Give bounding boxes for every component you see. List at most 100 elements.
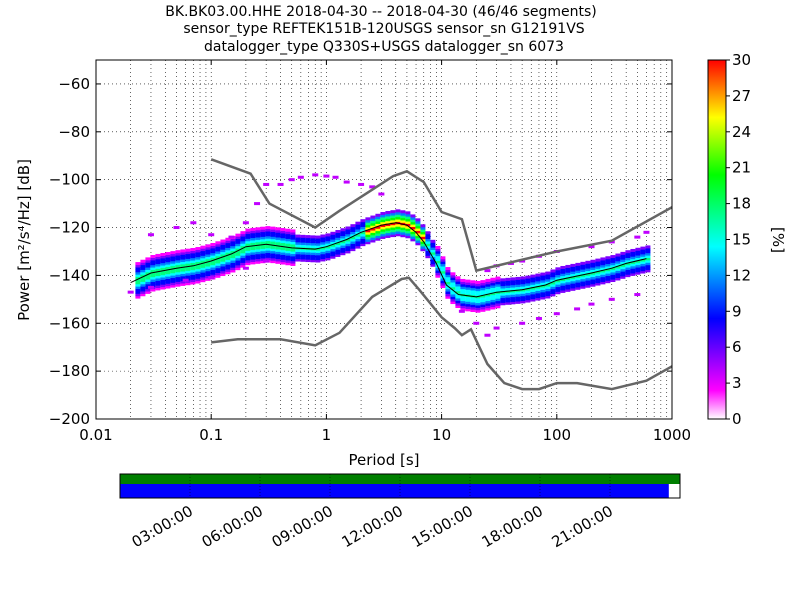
heatmap-cell (480, 301, 486, 305)
heatmap-cell (285, 252, 291, 256)
heatmap-cell (260, 253, 266, 257)
heatmap-cell (560, 273, 566, 277)
heatmap-cell (175, 250, 181, 254)
heatmap-cell (495, 298, 501, 302)
heatmap-cell (640, 246, 646, 250)
heatmap-cell (195, 247, 201, 251)
heatmap-cell (550, 293, 556, 297)
heatmap-cell (640, 256, 646, 260)
heatmap-cell (515, 284, 521, 288)
heatmap-cell (305, 249, 311, 253)
heatmap-cell (225, 252, 231, 256)
heatmap-cell (465, 305, 471, 309)
heatmap-cell (445, 283, 451, 287)
heatmap-cell (425, 240, 431, 244)
heatmap-cell (500, 283, 506, 287)
heatmap-cell (540, 279, 546, 283)
heatmap-cell (570, 266, 576, 270)
heatmap-cell (475, 307, 481, 311)
heatmap-cell (340, 235, 346, 239)
heatmap-cell (530, 298, 536, 302)
heatmap-cell (390, 234, 396, 238)
heatmap-cell (530, 293, 536, 297)
heatmap-cell (205, 258, 211, 262)
heatmap-cell (560, 289, 566, 293)
heatmap-cell (405, 211, 411, 215)
heatmap-cell (320, 236, 326, 240)
heatmap-cell (410, 233, 416, 237)
heatmap-cell (210, 266, 216, 270)
heatmap-cell (255, 251, 261, 255)
heatmap-cell (495, 283, 501, 287)
heatmap-cell (365, 234, 371, 238)
heatmap-cell (195, 273, 201, 277)
heatmap-cell (530, 291, 536, 295)
heatmap-cell (220, 270, 226, 274)
heatmap-cell (300, 234, 306, 238)
heatmap-cell (170, 265, 176, 269)
heatmap-cell (255, 227, 261, 231)
heatmap-cell (165, 280, 171, 284)
heatmap-cell (175, 276, 181, 280)
heatmap-cell (200, 276, 206, 280)
heatmap-cell (435, 245, 441, 249)
heatmap-cell (545, 273, 551, 277)
heatmap-cell (250, 249, 256, 253)
heatmap-cell (455, 300, 461, 304)
heatmap-cell (390, 219, 396, 223)
heatmap-cell (605, 256, 611, 260)
heatmap-cell (195, 258, 201, 262)
heatmap-cell (490, 299, 496, 303)
heatmap-cell (600, 264, 606, 268)
heatmap-cell (200, 260, 206, 264)
heatmap-cell (470, 304, 476, 308)
heatmap-cell (450, 296, 456, 300)
heatmap-cell (585, 260, 591, 264)
heatmap-cell (340, 252, 346, 256)
heatmap-cell (500, 299, 506, 303)
heatmap-cell (415, 237, 421, 241)
heatmap-cell (250, 235, 256, 239)
heatmap-cell (230, 247, 236, 251)
heatmap-cell (525, 292, 531, 296)
heatmap-cell (455, 290, 461, 294)
heatmap-cell (160, 279, 166, 283)
heatmap-cell (425, 238, 431, 242)
heatmap-cell (495, 305, 501, 309)
heatmap-cell (360, 231, 366, 235)
heatmap-cell (550, 269, 556, 273)
heatmap-cell (155, 261, 161, 265)
heatmap-cell (275, 236, 281, 240)
heatmap-cell (545, 285, 551, 289)
heatmap-cell (245, 238, 251, 242)
heatmap-cell (510, 284, 516, 288)
heatmap-cell (200, 252, 206, 256)
heatmap-cell (455, 302, 461, 306)
heatmap-cell (200, 245, 206, 249)
heatmap-cell (135, 278, 141, 282)
heatmap-cell (320, 234, 326, 238)
heatmap-cell (500, 280, 506, 284)
heatmap-cell (300, 244, 306, 248)
heatmap-cell (425, 231, 431, 235)
heatmap-cell (325, 238, 331, 242)
heatmap-cell (630, 256, 636, 260)
heatmap-cell (235, 245, 241, 249)
heatmap-cell (390, 226, 396, 230)
heatmap-cell (395, 223, 401, 227)
heatmap-cell (510, 286, 516, 290)
heatmap-cell (305, 256, 311, 260)
heatmap-cell (230, 238, 236, 242)
heatmap-cell (290, 236, 296, 240)
heatmap-cell (285, 262, 291, 266)
heatmap-cell (350, 238, 356, 242)
heatmap-cell (560, 265, 566, 269)
heatmap-cell (410, 235, 416, 239)
heatmap-cell (240, 243, 246, 247)
heatmap-cell (270, 240, 276, 244)
heatmap-cell (155, 265, 161, 269)
heatmap-cell (140, 259, 146, 263)
heatmap-cell (520, 276, 526, 280)
heatmap-cell (530, 279, 536, 283)
